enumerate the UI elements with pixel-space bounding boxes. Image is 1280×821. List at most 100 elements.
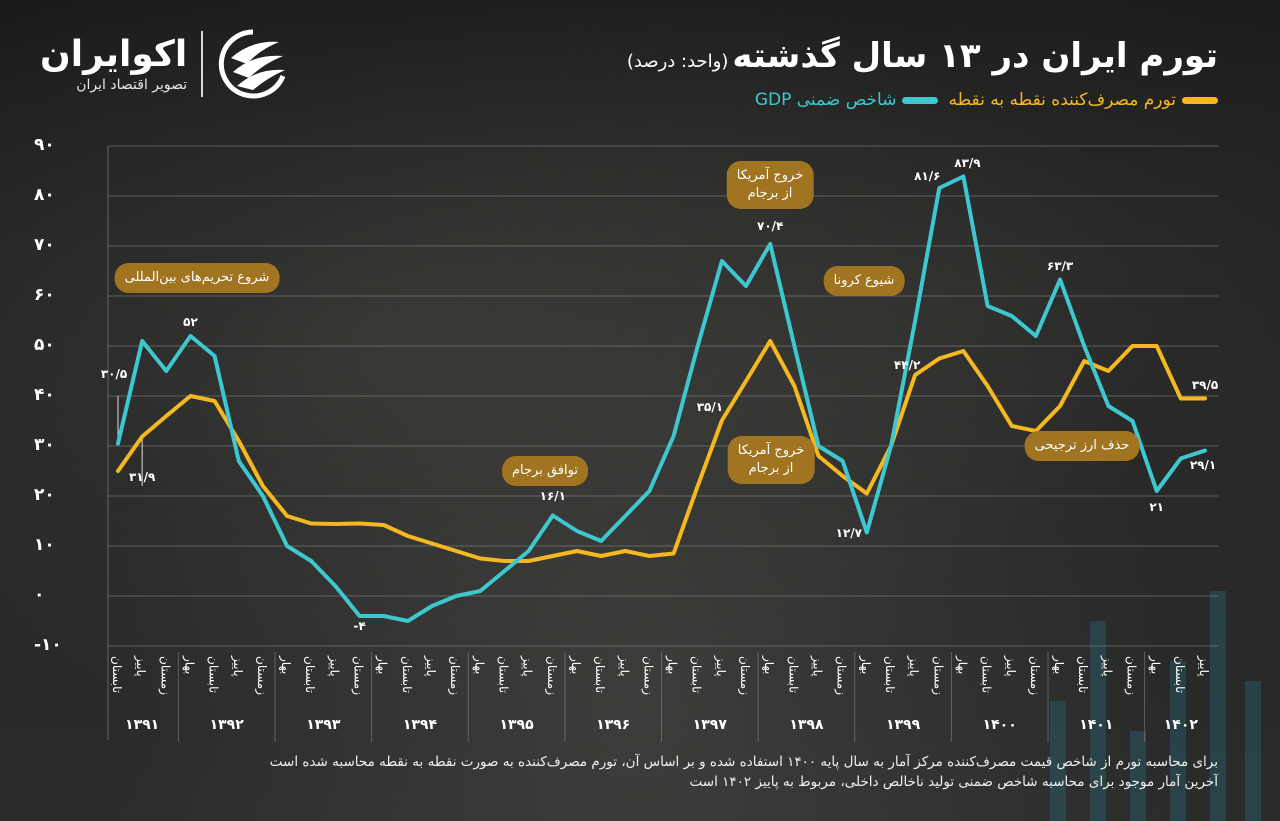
data-point-label: ۳۹/۵: [1191, 377, 1219, 392]
footnote-line-1: برای محاسبه تورم از شاخص قیمت مصرف‌کننده…: [269, 754, 1218, 770]
data-point-label: ۳۱/۹: [128, 469, 156, 484]
x-axis-quarter-label: بهار: [1148, 656, 1163, 675]
x-axis-quarter-label: تابستان: [496, 656, 511, 694]
x-axis-quarter-label: پاییز: [424, 656, 439, 677]
y-axis-tick-label: ۷۰: [34, 235, 55, 255]
x-axis-quarter-label: بهار: [279, 656, 294, 675]
x-axis-year-label: ۱۳۹۷: [692, 717, 727, 733]
legend-item-gdp: شاخص ضمنی GDP: [755, 90, 939, 110]
background-bars-decoration: [1020, 561, 1280, 821]
brand-name: اکوایران: [40, 34, 188, 75]
x-axis-quarter-label: زمستان: [158, 656, 173, 696]
data-point-label: ۸۳/۹: [954, 155, 981, 170]
brand-mark-icon: [219, 29, 286, 99]
x-axis-quarter-label: بهار: [568, 656, 583, 675]
x-axis-quarter-label: زمستان: [738, 656, 753, 696]
x-axis-quarter-label: پاییز: [1003, 656, 1018, 677]
x-axis-quarter-label: تابستان: [786, 656, 801, 694]
x-axis-quarter-label: بهار: [762, 656, 777, 675]
chart-unit: (واحد: درصد): [626, 51, 729, 72]
x-axis-quarter-label: زمستان: [254, 656, 269, 696]
legend-label-gdp: شاخص ضمنی GDP: [754, 90, 897, 110]
x-axis-year-label: ۱۳۹۵: [499, 717, 534, 733]
x-axis-quarter-label: زمستان: [351, 656, 366, 696]
x-axis-quarter-label: زمستان: [834, 656, 849, 696]
x-axis-year-label: ۱۳۹۲: [209, 717, 244, 733]
footnote-line-2: آخرین آمار موجود برای محاسبه شاخص ضمنی ت…: [689, 774, 1218, 790]
legend-swatch-cpi: [1182, 96, 1218, 104]
data-point-label: ۱۲/۷: [835, 525, 862, 540]
x-axis-quarter-label: بهار: [182, 656, 197, 675]
data-point-label: ۲۱: [1149, 500, 1165, 514]
x-axis-quarter-label: پاییز: [1197, 656, 1211, 677]
x-axis-quarter-label: بهار: [375, 656, 390, 675]
y-axis-tick-label: -۱۰: [34, 635, 62, 655]
series-line-gdp-deflator: [116, 174, 1207, 623]
x-axis-quarter-label: تابستان: [110, 656, 124, 694]
x-axis-quarter-label: پاییز: [1100, 656, 1115, 677]
data-point-label: ۵۲: [183, 315, 198, 329]
data-point-label: ۷۰/۴: [757, 219, 784, 233]
data-point-label: ۳۵/۱: [696, 399, 724, 414]
y-axis-tick-label: ۳۰: [34, 435, 55, 455]
x-axis-year-label: ۱۴۰۰: [982, 717, 1017, 733]
chart-footnote: برای محاسبه تورم از شاخص قیمت مصرف‌کننده…: [270, 752, 1218, 792]
x-axis-quarter-label: پاییز: [327, 656, 342, 677]
x-axis-quarter-label: زمستان: [544, 656, 559, 696]
event-annotation-badge: حذف ارز ترجیحی: [1024, 431, 1140, 461]
x-axis-quarter-label: زمستان: [931, 656, 946, 696]
legend-swatch-gdp: [902, 96, 939, 104]
x-axis-year-label: ۱۳۹۴: [402, 717, 438, 733]
legend-label-cpi: تورم مصرف‌کننده نقطه به نقطه: [948, 90, 1176, 110]
x-axis-quarter-label: بهار: [858, 656, 873, 675]
x-axis-year-label: ۱۴۰۱: [1079, 717, 1114, 733]
x-axis-quarter-label: پاییز: [810, 656, 825, 677]
x-axis-year-label: ۱۳۹۸: [789, 717, 824, 733]
x-axis-quarter-label: زمستان: [1027, 656, 1042, 696]
x-axis-quarter-label: تابستان: [1172, 656, 1187, 694]
x-axis-quarter-label: بهار: [665, 656, 680, 675]
event-annotation-badge: شروع تحریم‌های بین‌المللی: [114, 263, 280, 293]
x-axis-quarter-label: تابستان: [399, 656, 414, 694]
brand-tagline: تصویر اقتصاد ایران: [76, 77, 188, 93]
brand-logo: اکوایران تصویر اقتصاد ایران: [40, 28, 289, 100]
data-point-label: ۴۴/۲: [893, 358, 921, 372]
x-axis-year-label: ۱۳۹۱: [125, 717, 160, 733]
y-axis-tick-label: ۶۰: [34, 285, 55, 305]
logo-divider: [201, 31, 204, 97]
x-axis-year-label: ۱۴۰۲: [1163, 717, 1198, 733]
x-axis-quarter-label: پاییز: [617, 656, 632, 677]
x-axis-quarter-label: زمستان: [1124, 656, 1139, 696]
x-axis-quarter-label: پاییز: [134, 656, 149, 677]
chart-title-text: تورم ایران در ۱۳ سال گذشته: [732, 36, 1218, 76]
data-point-label: ۱۶/۱: [539, 488, 566, 503]
x-axis-quarter-label: زمستان: [448, 656, 463, 696]
legend-item-cpi: تورم مصرف‌کننده نقطه به نقطه: [948, 90, 1218, 110]
y-axis-tick-label: ۸۰: [34, 185, 55, 205]
y-axis-tick-label: ۹۰: [34, 135, 55, 155]
chart-header: تورم ایران در ۱۳ سال گذشته(واحد: درصد) ت…: [627, 36, 1218, 110]
x-axis-quarter-label: بهار: [472, 656, 487, 675]
x-axis-year-label: ۱۳۹۶: [596, 717, 631, 733]
x-axis-quarter-label: تابستان: [689, 656, 704, 694]
data-point-label: ۳۰/۵: [100, 366, 128, 381]
x-axis-quarter-label: تابستان: [882, 656, 897, 694]
event-annotation-badge: خروج آمریکا از برجام: [726, 161, 814, 209]
x-axis-quarter-label: بهار: [1052, 656, 1067, 675]
y-axis-tick-label: ۵۰: [34, 335, 55, 355]
data-point-label: ۲۹/۱: [1189, 457, 1217, 472]
x-axis-quarter-label: بهار: [955, 656, 970, 675]
x-axis-quarter-label: زمستان: [641, 656, 656, 696]
x-axis-year-label: ۱۳۹۳: [306, 717, 341, 733]
x-axis-quarter-label: پاییز: [713, 656, 728, 677]
chart-legend: تورم مصرف‌کننده نقطه به نقطه شاخص ضمنی G…: [627, 90, 1218, 110]
data-point-label: -۴: [353, 619, 366, 633]
x-axis-year-label: ۱۳۹۹: [885, 717, 921, 733]
event-annotation-badge: شیوع کرونا: [823, 266, 905, 296]
x-axis-quarter-label: تابستان: [1076, 656, 1091, 694]
y-axis-tick-label: ۰: [34, 585, 45, 605]
x-axis-quarter-label: تابستان: [979, 656, 994, 694]
